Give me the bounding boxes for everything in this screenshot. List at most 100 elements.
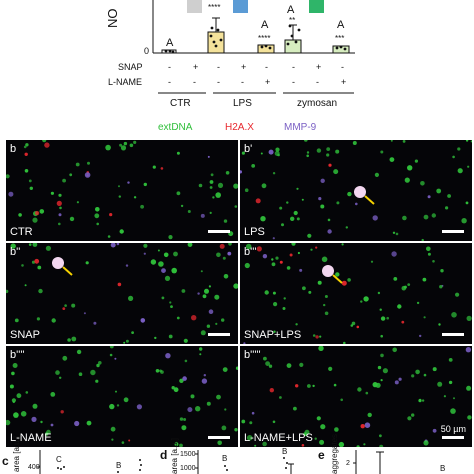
cell-speckle xyxy=(286,363,292,368)
cell-speckle xyxy=(58,193,62,197)
cell-speckle xyxy=(221,425,227,431)
arrow-indicator xyxy=(62,266,73,276)
cell-speckle xyxy=(121,441,125,444)
cell-speckle xyxy=(286,266,291,270)
cell-speckle xyxy=(191,315,197,321)
cell-speckle xyxy=(379,444,384,447)
legend-extdna: extDNA xyxy=(158,122,193,133)
cell-speckle xyxy=(453,397,455,400)
cell-speckle xyxy=(225,171,230,175)
cell-speckle xyxy=(465,347,472,353)
cell-speckle xyxy=(245,243,252,250)
cell-speckle xyxy=(323,303,326,307)
cell-speckle xyxy=(268,364,273,368)
cell-speckle xyxy=(110,243,116,248)
cell-speckle xyxy=(217,440,222,446)
cell-speckle xyxy=(107,235,111,238)
cell-speckle xyxy=(312,384,315,388)
arrow-indicator xyxy=(364,195,375,205)
cell-speckle xyxy=(249,421,253,425)
cell-speckle xyxy=(223,274,229,279)
cell-speckle xyxy=(431,213,436,218)
cell-speckle xyxy=(379,308,382,311)
cell-speckle xyxy=(228,243,232,246)
cell-speckle xyxy=(74,420,80,427)
cell-speckle xyxy=(118,195,122,198)
cell-speckle xyxy=(152,165,156,169)
cell-speckle xyxy=(451,312,457,318)
letter-zymosan-lname: A xyxy=(337,19,345,31)
cell-speckle xyxy=(432,428,437,433)
cell-speckle xyxy=(58,222,61,226)
treatment-cell-snap-2: - xyxy=(217,62,220,72)
cell-speckle xyxy=(199,347,203,351)
panel-snap: b'' SNAP xyxy=(6,243,238,344)
cell-speckle xyxy=(293,210,298,216)
cell-speckle xyxy=(289,253,293,257)
cell-speckle xyxy=(365,391,369,395)
cell-speckle xyxy=(279,206,283,210)
cell-speckle xyxy=(111,438,114,441)
cell-speckle xyxy=(423,316,426,319)
cell-speckle xyxy=(379,434,382,438)
cell-speckle xyxy=(176,191,181,196)
cell-speckle xyxy=(306,151,310,154)
cell-speckle xyxy=(324,295,328,298)
cell-speckle xyxy=(179,417,184,421)
cell-speckle xyxy=(50,423,54,427)
cell-speckle xyxy=(201,378,208,384)
cell-speckle xyxy=(260,216,266,222)
cell-speckle xyxy=(200,270,203,273)
cell-speckle xyxy=(227,251,232,256)
cell-speckle xyxy=(398,377,402,381)
cell-speckle xyxy=(116,243,120,246)
cell-speckle xyxy=(436,188,442,194)
cell-speckle xyxy=(261,183,267,189)
cell-speckle xyxy=(50,191,55,195)
cell-speckle xyxy=(187,243,193,247)
y-tick-zero: 0 xyxy=(144,46,150,56)
cell-speckle xyxy=(401,320,405,324)
cell-speckle xyxy=(94,213,100,219)
treatment-cell-lname-3: - xyxy=(241,77,244,87)
cell-speckle xyxy=(171,267,177,274)
cell-speckle xyxy=(38,288,43,294)
cell-speckle xyxy=(422,277,427,282)
bar-zymosan-snap xyxy=(309,0,324,13)
cell-speckle xyxy=(244,262,250,269)
cell-speckle xyxy=(105,144,111,151)
cell-speckle xyxy=(389,157,395,162)
cell-speckle xyxy=(143,243,148,248)
cell-speckle xyxy=(370,260,374,263)
cell-speckle xyxy=(56,200,62,206)
cell-speckle xyxy=(327,229,332,234)
cell-speckle xyxy=(393,277,398,281)
group-ctr: CTR xyxy=(170,98,191,109)
cell-speckle xyxy=(272,237,275,240)
letter-ctr: A xyxy=(166,37,174,49)
cell-speckle xyxy=(214,294,220,300)
cell-speckle xyxy=(170,305,173,308)
cell-speckle xyxy=(59,206,62,210)
cell-speckle xyxy=(307,384,311,388)
bottom-panels: c d e area [a.u.] 400 C B area [a.u.] 15… xyxy=(0,434,474,474)
cell-speckle xyxy=(416,301,420,305)
cell-speckle xyxy=(127,181,130,184)
cell-speckle xyxy=(363,443,366,446)
cell-speckle xyxy=(452,155,455,159)
cell-speckle xyxy=(95,379,99,383)
cell-speckle xyxy=(415,369,420,375)
cell-speckle xyxy=(234,205,238,208)
panel-ctr: b CTR xyxy=(6,140,238,241)
cell-speckle xyxy=(395,232,399,236)
cell-speckle xyxy=(14,318,19,323)
panel-lps: b' LPS xyxy=(240,140,472,241)
cell-speckle xyxy=(392,231,396,234)
bar-lps xyxy=(233,0,248,13)
cell-speckle xyxy=(24,152,28,156)
cell-speckle xyxy=(210,173,214,177)
cell-speckle xyxy=(352,141,357,145)
cell-speckle xyxy=(262,441,267,447)
cell-speckle xyxy=(301,198,304,201)
cell-speckle xyxy=(321,256,328,263)
